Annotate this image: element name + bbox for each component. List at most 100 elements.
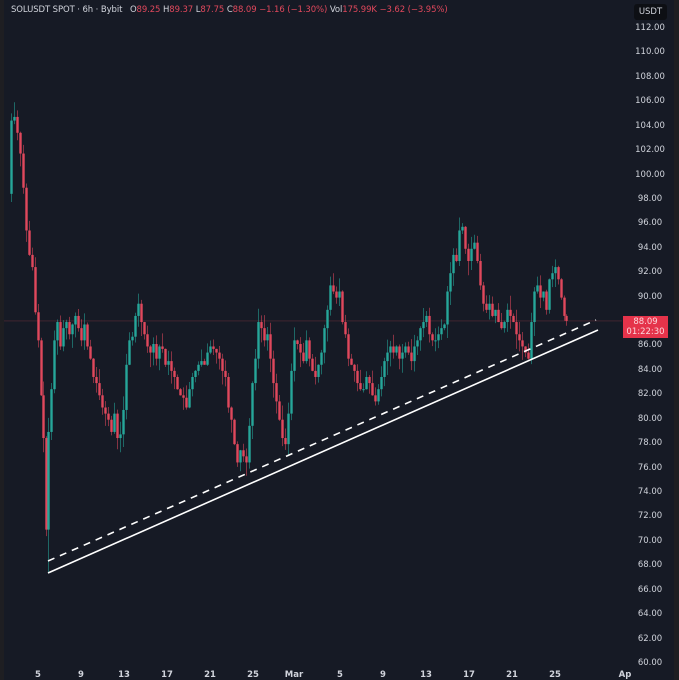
candle-body [434,340,437,342]
candle-body [509,309,512,316]
time-axis-label: Mar [284,670,304,680]
time-axis-label: Ap [618,670,632,680]
candle-body [152,344,155,353]
candle-body [392,346,395,353]
candle-body [302,352,305,362]
candle-body [239,450,242,463]
candle-body [206,352,209,365]
candle-body [254,358,257,384]
price-axis-label: 106.00 [635,96,665,107]
candle-body [332,285,335,292]
candle-countdown: 01:22:30 [626,327,665,337]
candle-body [260,322,263,329]
price-axis-label: 92.00 [637,267,663,278]
candle-body [59,322,62,347]
candle-body [281,419,284,439]
high-label: H [162,5,170,15]
candle-body [101,395,104,408]
candle-body [83,324,86,341]
open-label: O [129,5,137,15]
candle-body [287,413,290,445]
candle-body [299,344,302,353]
candle-body [191,376,194,390]
candle-body [398,346,401,359]
candle-body [326,309,329,329]
candle-body [365,376,368,390]
candle-body [446,291,449,325]
candle-body [10,120,13,194]
candle-body [62,328,65,347]
high-value: 89.37 [169,5,194,15]
candle-body [449,273,452,292]
candle-body [455,254,458,261]
price-axis-label: 82.00 [637,389,663,400]
candle-body [212,346,215,349]
candle-body [404,346,407,353]
candle-body [170,361,173,371]
change-value: −1.16 (−1.30%) [259,5,328,15]
candle-body [470,248,473,261]
price-axis-label: 78.00 [637,438,663,449]
candle-body [185,397,188,408]
time-axis-label: 5 [337,670,343,680]
candle-body [131,336,134,341]
price-axis-label: 70.00 [637,535,663,546]
symbol-title[interactable]: SOLUSDT SPOT · 6h · Bybit [11,5,123,15]
candle-body [518,334,521,341]
candle-body [530,322,533,359]
candle-body [158,346,161,359]
candle-body [221,358,224,371]
candle-body [89,346,92,359]
candle-body [173,370,176,377]
candle-body [203,361,206,365]
dashed-trendline[interactable] [47,319,597,562]
candle-body [565,315,568,321]
candle-body [476,242,479,261]
time-axis-label: 17 [463,670,475,680]
candle-body [557,267,560,280]
candle-body [428,315,431,335]
candle-body [28,230,31,255]
candle-body [356,370,359,384]
candle-body [104,407,107,414]
price-axis-label: 84.00 [637,364,663,375]
candle-body [248,425,251,463]
candle-body [230,407,233,420]
currency-button[interactable]: USDT [634,4,667,20]
price-axis-label: 60.00 [637,657,663,668]
candle-body [107,413,110,420]
candle-body [161,346,164,349]
candle-body [275,383,278,402]
candle-body [341,291,344,323]
price-axis-label: 110.00 [635,47,665,58]
candle-body [488,303,491,310]
candle-body [380,376,383,390]
time-axis-label: 13 [118,670,130,680]
candle-body [491,303,494,316]
candle-body [188,389,191,408]
price-axis-label: 102.00 [635,145,665,156]
candle-body [92,358,95,377]
candle-body [458,230,461,261]
candle-body [149,346,152,353]
candle-body [461,226,464,231]
candle-body [533,291,536,323]
candle-body [464,226,467,249]
candle-body [236,444,239,463]
candle-body [383,361,386,377]
candle-body [506,309,509,323]
candle-body [308,340,311,359]
candle-body [563,297,566,316]
candle-body [290,370,293,414]
candle-body [335,291,338,298]
candle-body [227,376,230,408]
candle-body [116,413,119,439]
candle-body [473,242,476,249]
candle-body [68,322,71,335]
solid-trendline[interactable] [47,329,599,574]
volume-change: −3.62 (−3.95%) [379,5,448,15]
candle-body [200,361,203,365]
price-axis-label: 64.00 [637,609,663,620]
candle-body [314,370,317,377]
